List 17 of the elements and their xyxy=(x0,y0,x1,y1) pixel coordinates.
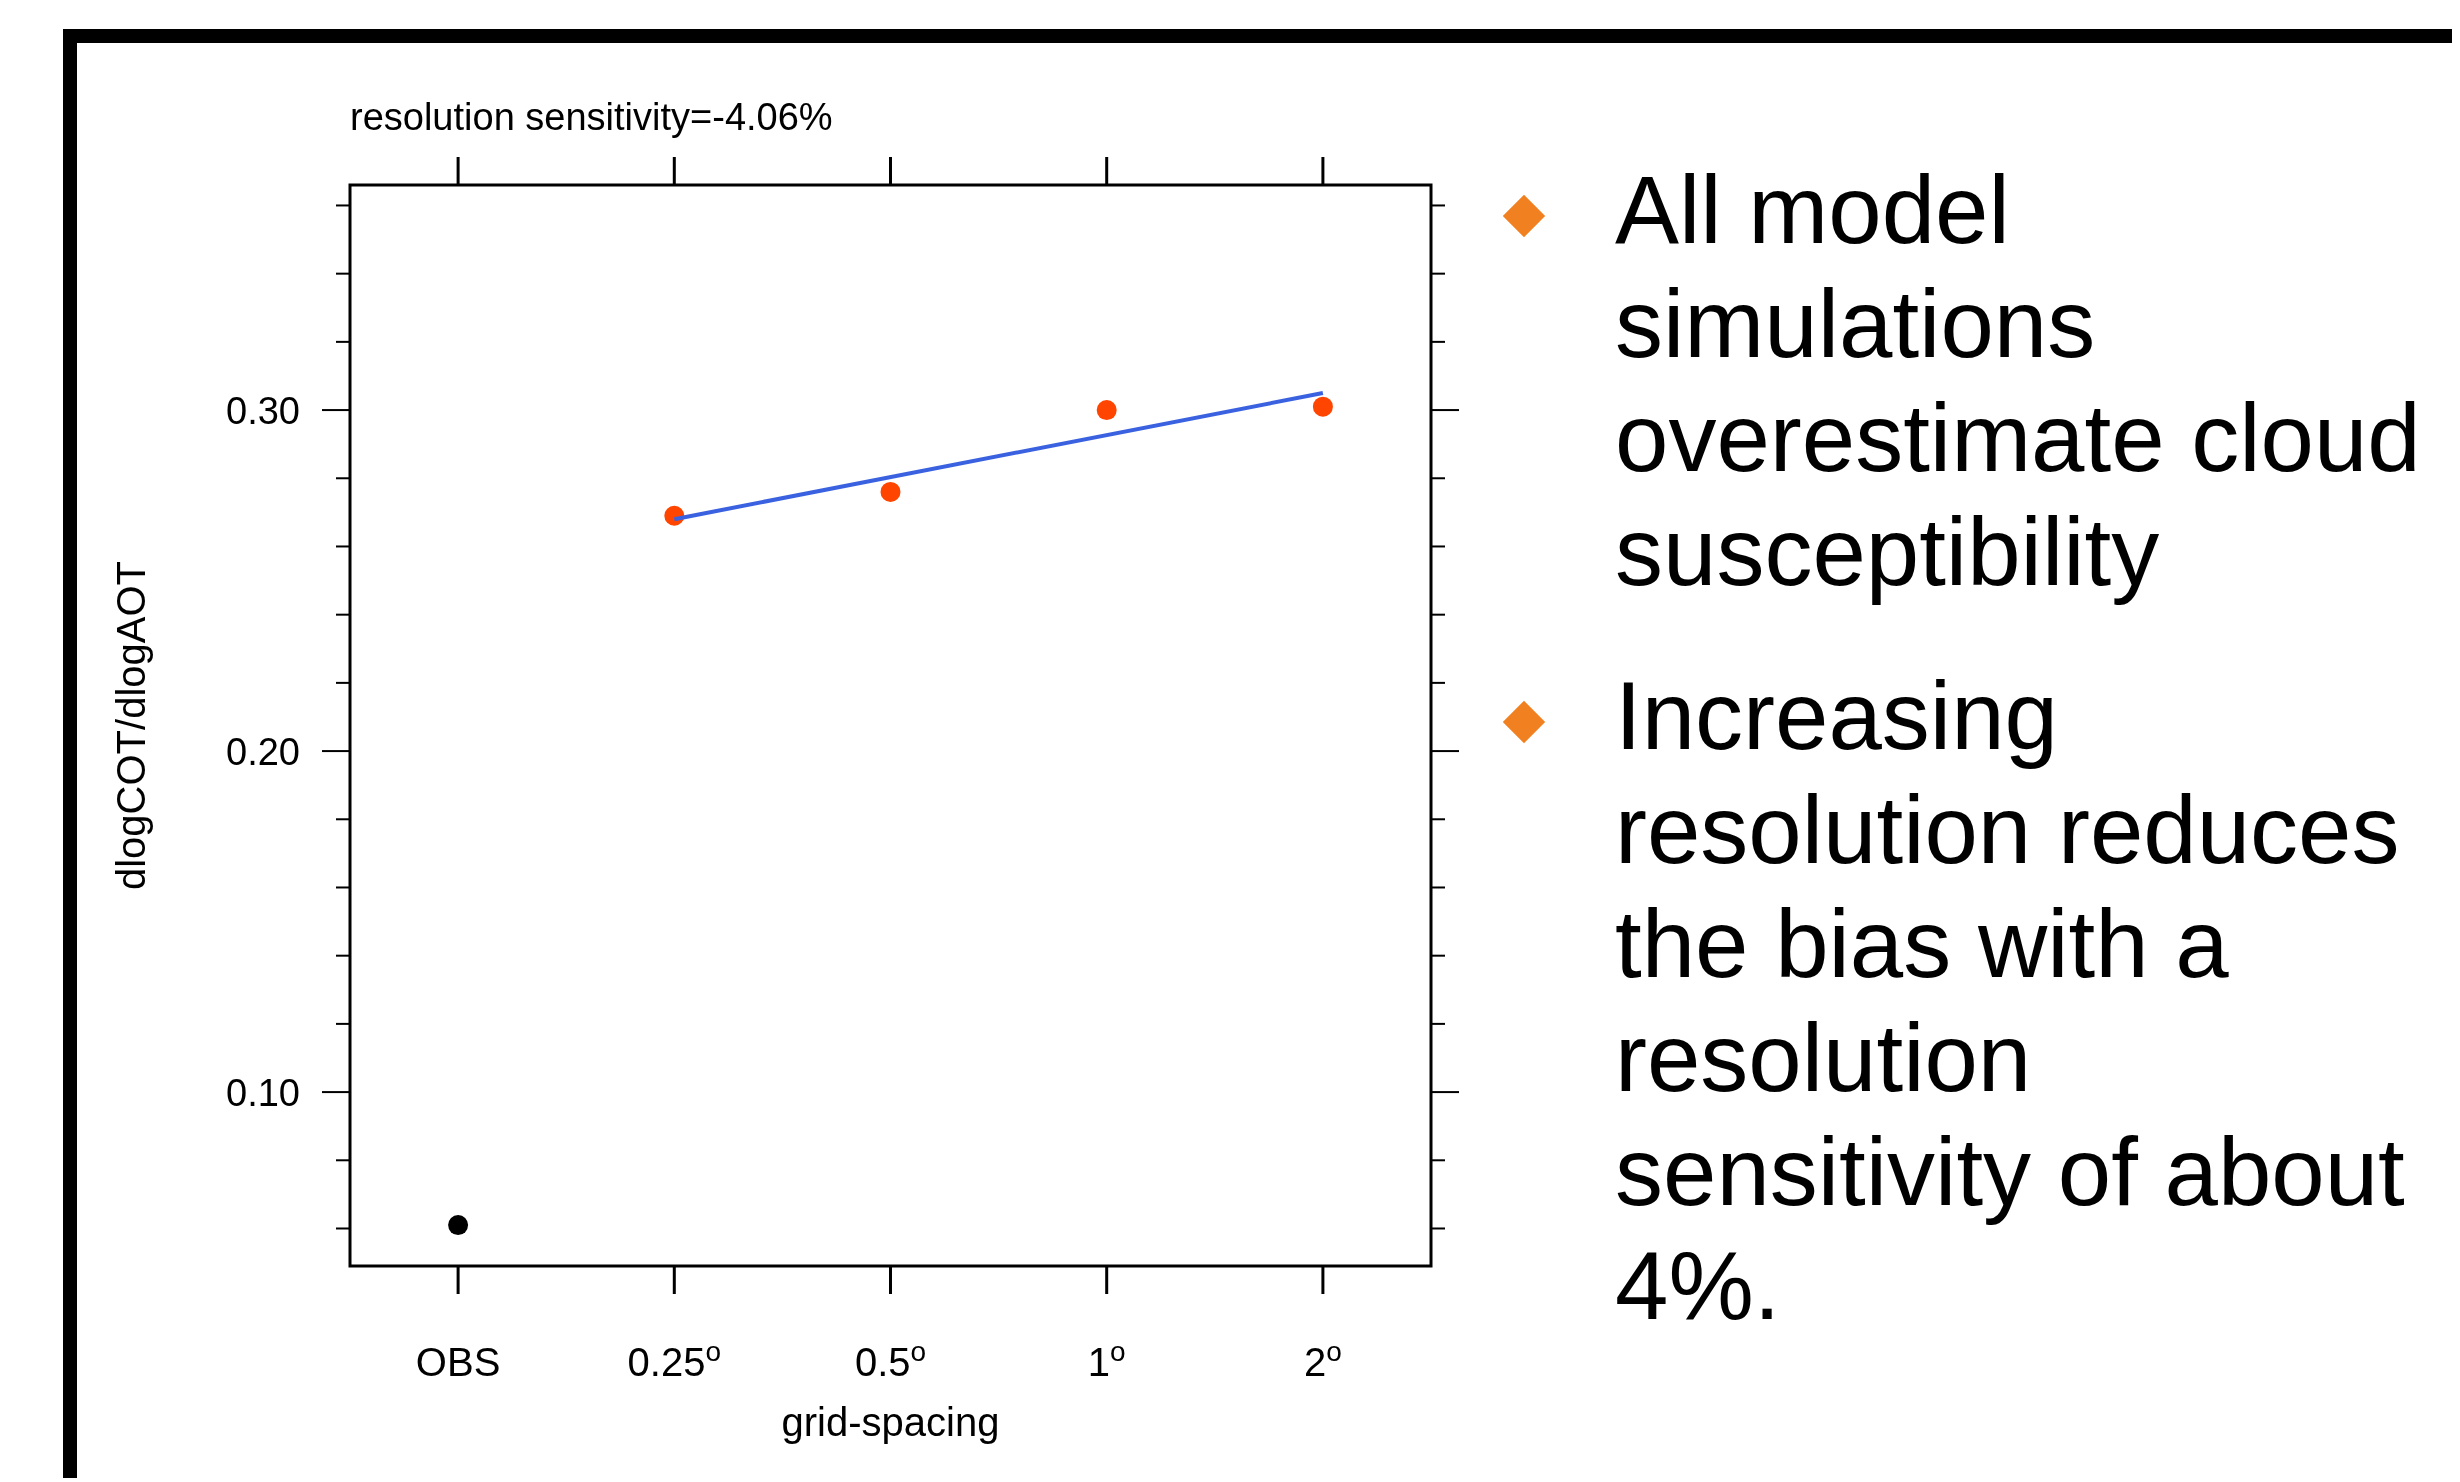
x-tick-label: 0.5$^{o}$ xyxy=(854,1335,927,1384)
y-tick-label: 0.20 xyxy=(226,731,300,774)
y-tick-label: 0.30 xyxy=(226,390,300,433)
chart-title: resolution sensitivity=-4.06% xyxy=(350,96,833,138)
x-tick-label: 2$^{o}$ xyxy=(1303,1335,1342,1384)
x-tick-label: 0.25$^{o}$ xyxy=(627,1335,722,1384)
x-axis-title: grid-spacing xyxy=(781,1400,1000,1444)
point xyxy=(1312,396,1333,417)
point xyxy=(1096,400,1117,421)
y-axis-title: dlogCOT/dlogAOT xyxy=(109,560,153,891)
text: All model simulations overestimate cloud susceptibility xyxy=(1615,156,2421,605)
point xyxy=(448,1215,469,1236)
y-tick-label: 0.10 xyxy=(226,1072,300,1115)
text: Increasing resolution reduces the bias with a resolution sensitivity of about 4%. xyxy=(1615,662,2405,1339)
point xyxy=(880,481,901,502)
x-tick-label: OBS xyxy=(415,1340,501,1384)
x-tick-label: 1$^{o}$ xyxy=(1087,1335,1126,1384)
